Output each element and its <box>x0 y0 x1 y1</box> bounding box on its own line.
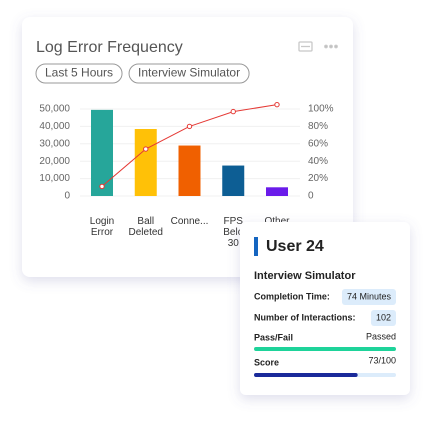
y2-tick-label: 0 <box>308 191 314 202</box>
row-label: Completion Time: <box>254 291 330 301</box>
y2-tick-label: 40% <box>308 156 328 167</box>
filter-chip-label: Last 5 Hours <box>45 66 113 80</box>
y2-tick-label: 20% <box>308 173 328 184</box>
line-point <box>230 108 236 115</box>
bar <box>178 145 201 196</box>
score-bar <box>254 373 358 377</box>
y-tick-label: 40,000 <box>39 121 70 132</box>
y-tick-label: 10,000 <box>39 173 70 184</box>
x-tick-label: Login Error <box>90 216 114 238</box>
card-subtitle: Interview Simulator <box>254 270 356 282</box>
filter-chip[interactable] <box>128 63 250 84</box>
row-value: 102 <box>376 312 391 322</box>
pass-label: Pass/Fail <box>254 332 293 342</box>
line-point <box>99 183 105 190</box>
x-tick-label: Other <box>264 216 290 227</box>
pass-value: Passed <box>366 331 396 341</box>
accent <box>254 237 258 256</box>
y-tick-label: 20,000 <box>39 156 70 167</box>
icons[interactable] <box>298 41 338 52</box>
bar <box>266 187 288 196</box>
pass-bar <box>254 347 396 351</box>
user-card <box>240 222 410 395</box>
row-label: Number of Interactions: <box>254 312 356 322</box>
line-point <box>186 123 193 130</box>
value-pill <box>370 310 396 326</box>
chart-title: Log Error Frequency <box>36 39 183 56</box>
card-title: User 24 <box>266 238 324 255</box>
y2-tick-label: 100% <box>308 104 334 115</box>
score-label: Score <box>254 357 279 367</box>
y-tick-label: 50,000 <box>39 104 70 115</box>
y-tick-label: 0 <box>64 191 70 202</box>
x-tick-label: FPS Belo 30 <box>223 216 243 249</box>
y-tick-label: 30,000 <box>39 138 70 149</box>
score-value: 73/100 <box>368 355 396 365</box>
line-point <box>143 146 149 152</box>
x-tick-label: Ball Deleted <box>129 216 163 238</box>
filter-chip-label: Interview Simulator <box>138 66 240 80</box>
x-tick-label: Conne... <box>171 216 209 227</box>
value-pill <box>341 289 396 305</box>
y2-tick-label: 60% <box>308 138 328 149</box>
bar <box>222 165 245 196</box>
bar <box>134 129 157 196</box>
row-value: 74 Minutes <box>347 291 392 301</box>
line-point <box>274 101 280 108</box>
filter-chip[interactable] <box>35 63 123 84</box>
y2-tick-label: 80% <box>308 121 328 132</box>
bar <box>91 109 113 196</box>
